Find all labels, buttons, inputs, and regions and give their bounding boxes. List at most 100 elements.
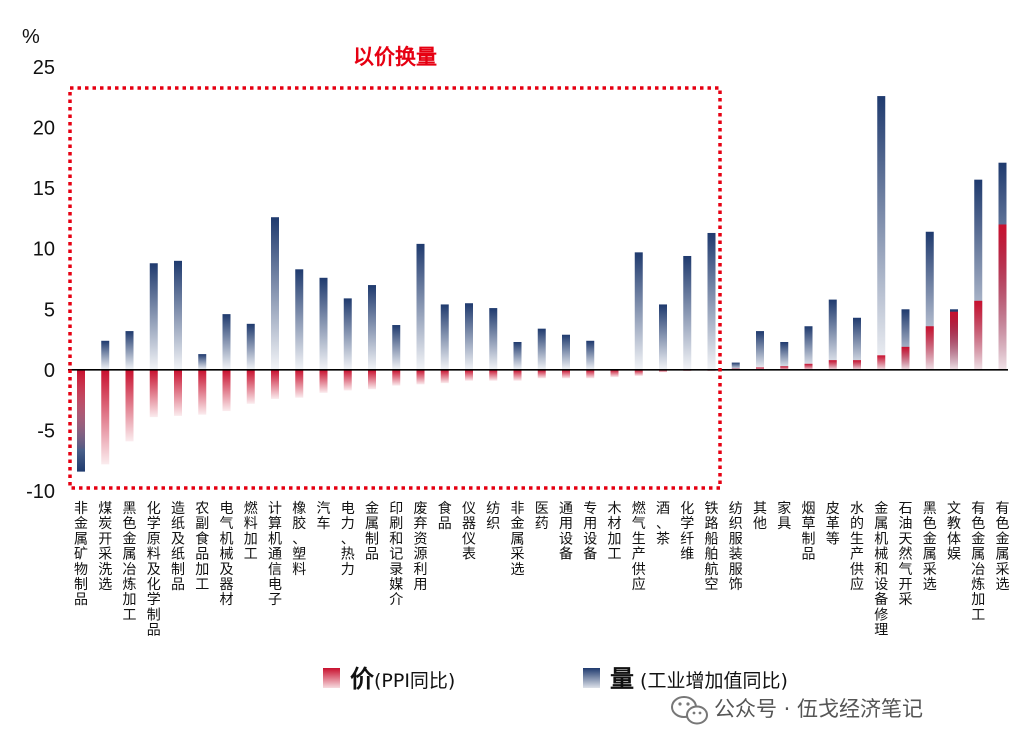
y-tick-label: 5: [44, 299, 55, 321]
x-category-label: 化学原料及化学制品: [147, 501, 161, 639]
x-category-label: 农副食品加工: [195, 501, 209, 593]
price-bar: [101, 369, 110, 465]
price-bar: [149, 369, 158, 418]
x-category-label: 木材加工: [608, 501, 622, 563]
volume-bar: [513, 341, 522, 370]
volume-bar: [198, 354, 207, 370]
price-bar: [125, 369, 134, 442]
price-bar: [610, 369, 619, 378]
y-axis-ticks: 25 20 15 10 5 0 -5 -10: [26, 57, 55, 503]
x-category-label: 非金属采选: [511, 501, 525, 578]
price-bar: [295, 369, 304, 398]
x-category-label: 酒、茶: [656, 501, 670, 547]
x-category-label: 有色金属采选: [996, 501, 1010, 593]
x-category-label: 专用设备: [583, 501, 597, 563]
x-category-label: 印刷和记录媒介: [389, 501, 403, 608]
volume-bar: [756, 331, 764, 370]
price-bar: [392, 369, 401, 386]
x-category-label: 煤炭开采洗选: [98, 501, 112, 593]
volume-bar: [537, 328, 546, 370]
x-category-label: 皮革等: [826, 501, 840, 547]
price-bar: [513, 369, 522, 381]
x-category-label: 有色金属冶炼加工: [971, 501, 985, 623]
price-bar: [416, 369, 425, 385]
price-bars: [77, 224, 1007, 465]
x-category-label: 计算机通信电子: [268, 501, 282, 608]
price-bar: [974, 300, 983, 370]
price-bar: [77, 369, 85, 449]
volume-bar: [707, 232, 716, 370]
x-category-label: 燃气生产供应: [632, 500, 646, 593]
x-category-label: 黑色金属冶炼加工: [123, 501, 137, 623]
volume-bar: [877, 96, 886, 370]
volume-bar: [974, 179, 983, 370]
volume-bar: [780, 341, 789, 370]
volume-bar: [222, 314, 231, 370]
x-category-label: 废弃资源利用: [414, 501, 428, 593]
x-category-label: 金属机械和设备修理: [874, 501, 888, 639]
volume-bar: [271, 217, 279, 370]
x-category-label: 电气机械及器材: [220, 501, 234, 608]
price-bar: [877, 355, 886, 370]
highlight-box: [68, 86, 722, 490]
y-unit-label: %: [22, 26, 40, 48]
price-bar: [780, 366, 789, 370]
legend-swatch-volume: [583, 668, 600, 688]
price-bar: [489, 369, 498, 381]
volume-bar: [465, 303, 473, 370]
x-category-label: 通用设备: [559, 501, 573, 563]
price-bar: [368, 369, 376, 390]
volume-bar: [731, 362, 740, 370]
x-category-label: 烟草制品: [802, 501, 816, 563]
volume-bar: [101, 340, 110, 370]
price-bar: [586, 369, 595, 379]
x-category-label: 医药: [535, 501, 549, 532]
volume-bar: [683, 255, 692, 370]
y-tick-label: 20: [33, 118, 55, 140]
annotation-label: 以价换量: [353, 45, 437, 69]
y-tick-label: 10: [33, 239, 55, 261]
price-bar: [465, 369, 473, 381]
volume-bar: [828, 299, 837, 370]
y-tick-label: -10: [26, 481, 55, 503]
x-category-label: 橡胶、塑料: [292, 501, 306, 578]
price-bar: [998, 224, 1007, 370]
volume-bar: [853, 317, 861, 370]
wechat-icon: [671, 696, 708, 725]
legend-label-price: 价(PPI同比): [350, 665, 455, 693]
price-bar: [319, 369, 328, 393]
price-bar: [343, 369, 352, 391]
volume-bar: [659, 304, 667, 370]
price-bar: [562, 369, 570, 379]
volume-bar: [343, 298, 352, 370]
price-bar: [828, 360, 837, 370]
x-category-label: 食品: [438, 500, 452, 532]
category-labels: 非金属矿物制品煤炭开采洗选黑色金属冶炼加工化学原料及化学制品造纸及纸制品农副食品…: [74, 500, 1010, 639]
volume-bar: [634, 252, 643, 370]
price-bar: [804, 363, 813, 370]
y-tick-label: 0: [44, 360, 55, 382]
price-bar: [440, 369, 449, 384]
volume-bar: [901, 309, 910, 370]
x-category-label: 石油天然气开采: [899, 501, 913, 608]
volume-bar: [368, 285, 376, 370]
volume-bar: [125, 331, 134, 370]
volume-bar: [489, 308, 498, 370]
y-tick-label: 25: [33, 57, 55, 79]
y-tick-label: -5: [37, 420, 55, 442]
volume-bar: [416, 243, 425, 370]
watermark: 公众号 · 伍戈经济笔记: [671, 696, 923, 725]
watermark-label: 公众号 · 伍戈经济笔记: [714, 697, 923, 721]
x-category-label: 黑色金属采选: [923, 501, 937, 593]
volume-bar: [295, 269, 304, 370]
price-bar: [174, 369, 182, 416]
x-category-label: 化学纤维: [680, 501, 694, 563]
x-category-label: 其他: [753, 501, 767, 532]
price-bar: [659, 369, 667, 373]
legend-swatch-price: [323, 668, 340, 688]
volume-bar: [440, 304, 449, 370]
x-category-label: 造纸及纸制品: [171, 501, 185, 593]
price-bar: [950, 311, 958, 370]
price-bar: [198, 369, 207, 415]
x-category-label: 家具: [777, 500, 791, 532]
